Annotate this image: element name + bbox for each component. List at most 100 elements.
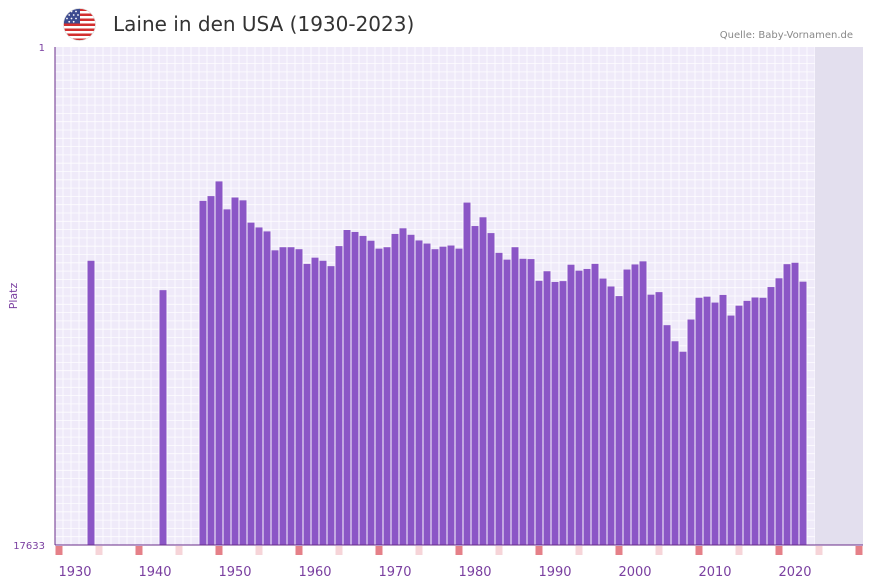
bar-2008 — [695, 297, 703, 545]
bar-1981 — [479, 217, 487, 545]
bar-1950 — [231, 197, 239, 545]
bar-1969 — [383, 247, 391, 545]
bar-1987 — [527, 259, 535, 545]
source-credit: Quelle: Baby-Vornamen.de — [719, 30, 853, 41]
bar-2011 — [719, 294, 727, 545]
bar-1954 — [263, 231, 271, 545]
bar-2017 — [767, 287, 775, 545]
bar-1951 — [239, 200, 247, 546]
bar-1976 — [439, 246, 447, 546]
bar-2012 — [727, 315, 735, 545]
decade-marker-1948 — [215, 546, 223, 555]
bar-2010 — [711, 302, 719, 545]
bar-2003 — [655, 292, 663, 545]
bar-1968 — [375, 248, 383, 545]
bar-1956 — [279, 247, 287, 545]
bar-1975 — [431, 249, 439, 545]
decade-marker-1933 — [95, 546, 103, 555]
bar-1946 — [199, 200, 207, 546]
bar-1993 — [575, 270, 583, 545]
decade-marker-1953 — [255, 546, 263, 555]
bar-1994 — [583, 268, 591, 545]
decade-marker-1928 — [55, 546, 63, 555]
bar-1974 — [423, 243, 431, 545]
x-tick-label-2010: 2010 — [698, 565, 731, 580]
bar-1967 — [367, 240, 375, 545]
decade-marker-2003 — [655, 546, 663, 555]
bar-1983 — [495, 252, 503, 545]
decade-marker-1943 — [175, 546, 183, 555]
usa-flag-icon — [63, 8, 96, 41]
decade-marker-1978 — [455, 546, 463, 555]
y-tick-label-top: 1 — [39, 43, 45, 54]
bar-1973 — [415, 240, 423, 545]
decade-marker-2028 — [855, 546, 863, 555]
bar-2019 — [783, 264, 791, 545]
x-tick-label-2000: 2000 — [618, 565, 651, 580]
bar-2020 — [791, 262, 799, 545]
decade-marker-1983 — [495, 546, 503, 555]
bar-1999 — [623, 269, 631, 545]
bar-2016 — [759, 297, 767, 545]
bar-1961 — [319, 260, 327, 545]
bar-2013 — [735, 305, 743, 545]
decade-marker-2018 — [775, 546, 783, 555]
bar-1991 — [559, 281, 567, 545]
bar-1992 — [567, 264, 575, 545]
x-tick-label-1980: 1980 — [458, 565, 491, 580]
bar-1964 — [343, 229, 351, 545]
bar-2021 — [799, 281, 807, 545]
bar-2004 — [663, 325, 671, 545]
bar-1932 — [87, 260, 95, 545]
x-tick-label-1940: 1940 — [138, 565, 171, 580]
bar-1960 — [311, 257, 319, 545]
bar-1988 — [535, 280, 543, 545]
x-tick-label-1960: 1960 — [298, 565, 331, 580]
bar-1998 — [615, 296, 623, 545]
bar-1952 — [247, 222, 255, 545]
bar-1978 — [455, 248, 463, 545]
decade-marker-2013 — [735, 546, 743, 555]
bar-1979 — [463, 202, 471, 546]
x-tick-label-1930: 1930 — [58, 565, 91, 580]
decade-marker-2023 — [815, 546, 823, 555]
bar-1971 — [399, 228, 407, 545]
x-tick-label-1950: 1950 — [218, 565, 251, 580]
bar-2005 — [671, 341, 679, 545]
bar-1984 — [503, 259, 511, 545]
bar-1958 — [295, 249, 303, 545]
bar-1955 — [271, 250, 279, 545]
bar-1957 — [287, 247, 295, 545]
bar-2009 — [703, 296, 711, 545]
bar-1986 — [519, 258, 527, 545]
bar-1963 — [335, 246, 343, 546]
bar-1947 — [207, 196, 215, 545]
decade-marker-2008 — [695, 546, 703, 555]
bar-1985 — [511, 247, 519, 545]
decade-marker-1938 — [135, 546, 143, 555]
chart-title: Laine in den USA (1930-2023) — [113, 12, 415, 36]
decade-marker-1963 — [335, 546, 343, 555]
bar-2000 — [631, 264, 639, 545]
bar-1965 — [351, 231, 359, 545]
x-tick-label-2020: 2020 — [778, 565, 811, 580]
bar-1948 — [215, 181, 223, 545]
decade-marker-1958 — [295, 546, 303, 555]
decade-marker-1988 — [535, 546, 543, 555]
bar-1959 — [303, 263, 311, 545]
bar-1980 — [471, 226, 479, 545]
bar-1995 — [591, 263, 599, 545]
decade-marker-1998 — [615, 546, 623, 555]
bar-1972 — [407, 234, 415, 545]
bar-1990 — [551, 281, 559, 545]
bar-1949 — [223, 209, 231, 545]
bar-1953 — [255, 227, 263, 545]
bar-1941 — [159, 290, 167, 545]
decade-marker-1973 — [415, 546, 423, 555]
y-axis-label: Platz — [7, 283, 20, 310]
bar-1989 — [543, 271, 551, 545]
future-years-shade — [815, 47, 863, 545]
bar-1970 — [391, 233, 399, 546]
bar-2014 — [743, 300, 751, 545]
